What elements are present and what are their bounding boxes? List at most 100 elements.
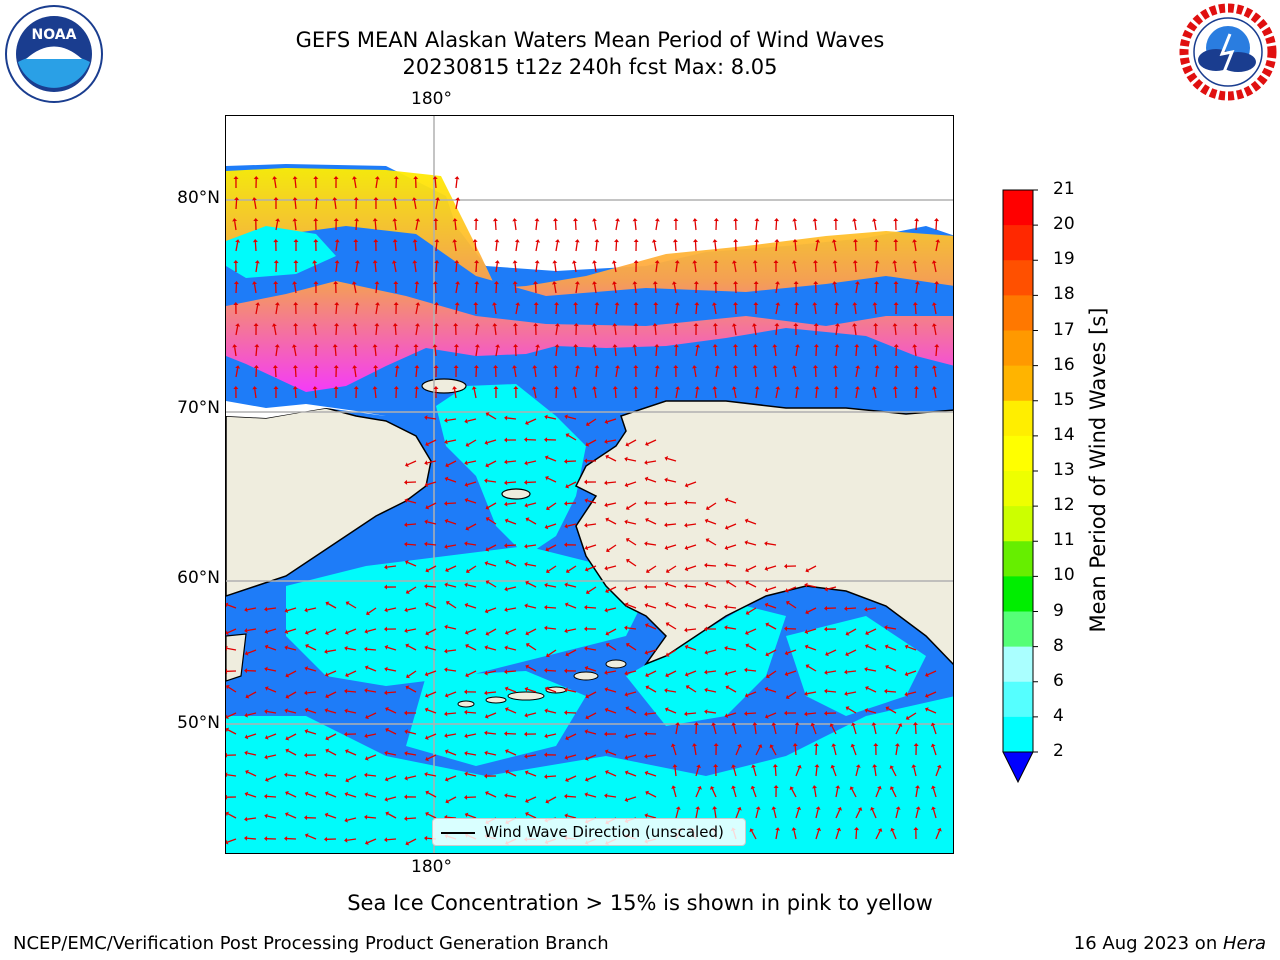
arrow-head xyxy=(664,456,669,461)
arrow-shaft xyxy=(727,712,737,717)
arrow-head xyxy=(393,281,399,285)
arrow-shaft xyxy=(515,305,519,315)
arrow-shaft xyxy=(527,460,537,464)
arrow-head xyxy=(373,239,379,243)
arrow-shaft xyxy=(427,603,437,609)
arrow-head xyxy=(612,344,618,348)
arrow-head xyxy=(565,433,570,438)
arrow-shaft xyxy=(294,388,297,399)
arrow-head xyxy=(624,797,629,803)
arrow-shaft xyxy=(487,562,497,567)
arrow-head xyxy=(454,302,460,306)
arrow-head xyxy=(352,176,357,180)
arrow-shaft xyxy=(927,670,937,676)
arrow-head xyxy=(485,462,490,468)
arrow-head xyxy=(832,281,838,285)
arrow-head xyxy=(464,630,469,635)
arrow-shaft xyxy=(727,499,737,504)
arrow-shaft xyxy=(854,304,857,315)
colorbar-box xyxy=(1003,365,1033,402)
arrow-head xyxy=(226,714,229,720)
arrow-head xyxy=(546,652,550,658)
arrow-shaft xyxy=(515,241,518,252)
arrow-shaft xyxy=(427,460,437,464)
arrow-head xyxy=(765,651,770,657)
arrow-shaft xyxy=(733,326,737,336)
arrow-head xyxy=(524,437,528,443)
arrow-head xyxy=(611,260,617,264)
arrow-head xyxy=(504,645,508,651)
arrow-head xyxy=(233,176,239,180)
arrow-head xyxy=(226,752,228,758)
arrow-head xyxy=(554,302,560,306)
arrow-head xyxy=(304,752,308,758)
arrow-shaft xyxy=(487,460,497,466)
arrow-head xyxy=(930,743,936,748)
arrow-shaft xyxy=(494,325,497,336)
arrow-shaft xyxy=(447,544,457,548)
arrow-shaft xyxy=(467,418,477,422)
arrow-head xyxy=(232,218,238,222)
arrow-shaft xyxy=(755,746,761,756)
arrow-shaft xyxy=(548,502,557,509)
arrow-shaft xyxy=(448,602,457,609)
arrow-shaft xyxy=(247,691,257,697)
arrow-shaft xyxy=(875,830,881,840)
arrow-head xyxy=(304,815,308,821)
arrow-head xyxy=(425,790,430,795)
arrow-head xyxy=(264,734,269,740)
arrow-head xyxy=(404,522,408,528)
arrow-head xyxy=(364,792,368,798)
arrow-shaft xyxy=(467,523,477,529)
arrow-head xyxy=(692,218,698,222)
arrow-shaft xyxy=(694,241,697,252)
arrow-head xyxy=(372,218,378,222)
arrow-shaft xyxy=(627,439,637,445)
arrow-head xyxy=(554,344,560,348)
arrow-shaft xyxy=(475,325,478,336)
arrow-head xyxy=(404,560,409,565)
arrow-head xyxy=(584,479,588,485)
arrow-shaft xyxy=(546,606,557,609)
arrow-head xyxy=(855,365,861,369)
arrow-head xyxy=(493,365,499,369)
arrow-head xyxy=(284,629,289,635)
arrow-shaft xyxy=(613,284,617,294)
arrow-head xyxy=(226,645,228,651)
arrow-shaft xyxy=(687,604,697,609)
arrow-shaft xyxy=(627,708,637,714)
arrow-head xyxy=(553,365,559,369)
arrow-head xyxy=(274,344,280,348)
arrow-head xyxy=(564,542,568,548)
arrow-head xyxy=(664,522,668,528)
arrow-shaft xyxy=(253,200,257,210)
map-legend: Wind Wave Direction (unscaled) xyxy=(432,818,746,846)
arrow-head xyxy=(333,218,339,222)
arrow-head xyxy=(913,827,919,831)
arrow-shaft xyxy=(787,649,797,654)
arrow-shaft xyxy=(447,418,457,422)
arrow-head xyxy=(725,685,730,690)
arrow-head xyxy=(713,764,719,768)
arrow-head xyxy=(624,691,628,697)
arrow-head xyxy=(425,630,430,636)
arrow-head xyxy=(771,722,777,726)
arrow-head xyxy=(874,281,880,285)
arrow-shaft xyxy=(686,712,697,715)
arrow-head xyxy=(345,749,349,754)
arrow-shaft xyxy=(647,519,657,525)
arrow-head xyxy=(344,837,348,843)
arrow-shaft xyxy=(735,809,740,819)
arrow-shaft xyxy=(855,829,858,840)
arrow-head xyxy=(644,650,649,655)
arrow-head xyxy=(852,302,858,306)
arrow-shaft xyxy=(935,346,938,357)
arrow-head xyxy=(889,765,895,770)
arrow-shaft xyxy=(747,691,757,696)
lon-label-top: 180° xyxy=(411,89,452,109)
arrow-head xyxy=(474,344,480,348)
arrow-head xyxy=(772,344,778,348)
colorbar-box xyxy=(1003,506,1033,542)
land-kamchatka xyxy=(226,633,247,682)
arrow-head xyxy=(810,722,816,727)
